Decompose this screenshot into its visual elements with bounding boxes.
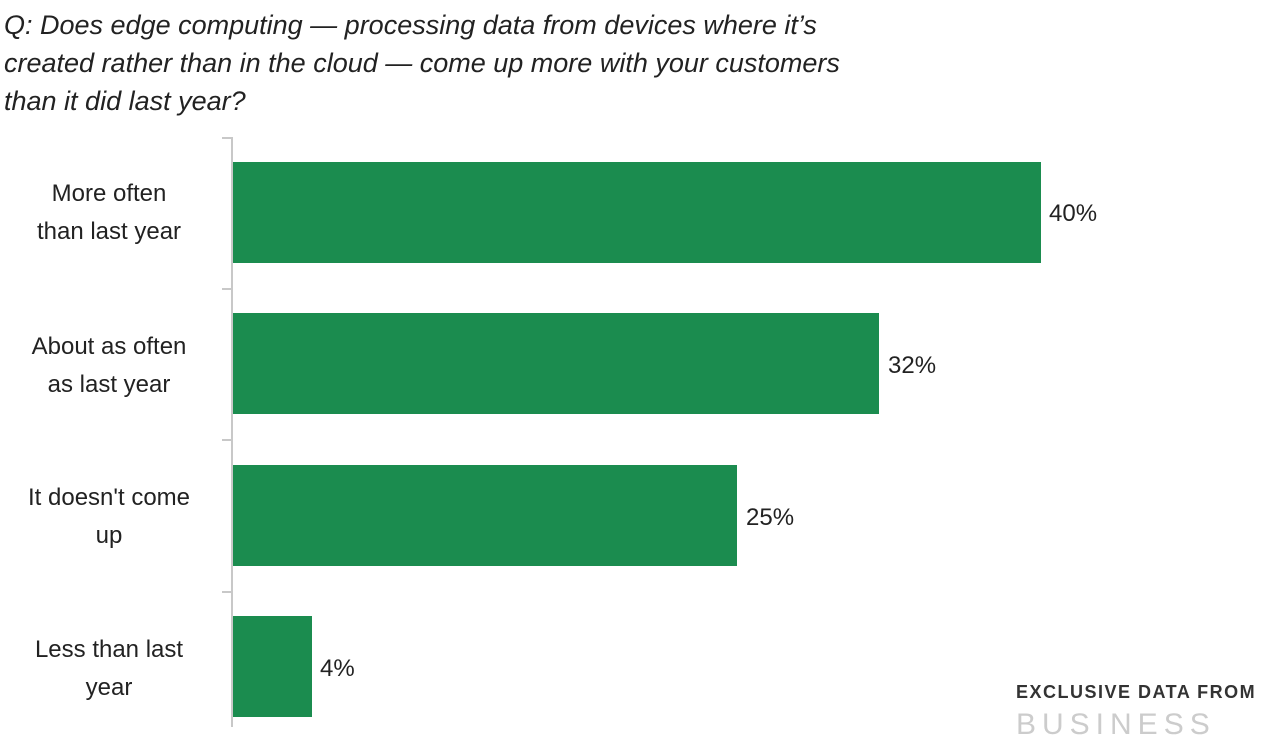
bar-more-often xyxy=(233,162,1041,263)
bar-about-as-often xyxy=(233,313,879,414)
data-label: 32% xyxy=(888,352,937,379)
category-label: Less than last year xyxy=(34,636,184,701)
axis-tick xyxy=(222,137,232,139)
title-line: than it did last year? xyxy=(4,86,246,116)
axis-tick xyxy=(222,591,232,593)
bar-doesnt-come-up xyxy=(233,465,737,566)
category-label: More often than last year xyxy=(36,180,182,245)
data-label: 4% xyxy=(320,655,355,682)
bar-less-than-last-year xyxy=(233,616,312,717)
source-footer: EXCLUSIVE DATA FROM xyxy=(1016,682,1257,702)
category-label: About as often as last year xyxy=(31,333,187,398)
axis-tick xyxy=(222,439,232,441)
chart-title: Q: Does edge computing — processing data… xyxy=(4,6,1004,120)
title-line: Q: Does edge computing — processing data… xyxy=(4,10,817,40)
data-label: 40% xyxy=(1049,200,1098,227)
axis-tick xyxy=(222,288,232,290)
y-axis-line xyxy=(231,137,233,727)
brand-logo-partial: BUSINESS xyxy=(1016,708,1216,741)
title-line: created rather than in the cloud — come … xyxy=(4,48,840,78)
category-label: It doesn't come up xyxy=(28,484,190,549)
data-label: 25% xyxy=(746,504,795,531)
